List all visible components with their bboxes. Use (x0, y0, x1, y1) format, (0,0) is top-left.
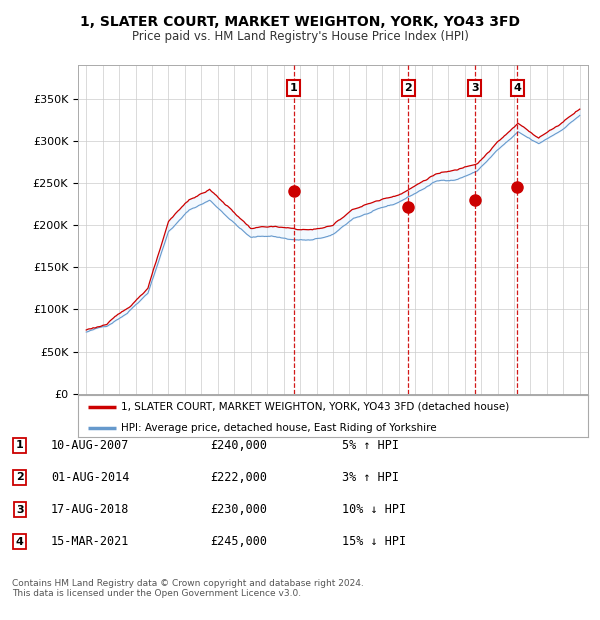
Text: 17-AUG-2018: 17-AUG-2018 (51, 503, 130, 516)
Text: Price paid vs. HM Land Registry's House Price Index (HPI): Price paid vs. HM Land Registry's House … (131, 30, 469, 43)
Text: 4: 4 (16, 537, 24, 547)
Text: 1: 1 (16, 440, 23, 450)
Text: 01-AUG-2014: 01-AUG-2014 (51, 471, 130, 484)
Text: 5% ↑ HPI: 5% ↑ HPI (342, 439, 399, 451)
Text: £245,000: £245,000 (210, 536, 267, 548)
Text: £240,000: £240,000 (210, 439, 267, 451)
Text: 2: 2 (404, 83, 412, 93)
Text: 15% ↓ HPI: 15% ↓ HPI (342, 536, 406, 548)
Text: 15-MAR-2021: 15-MAR-2021 (51, 536, 130, 548)
Text: 3% ↑ HPI: 3% ↑ HPI (342, 471, 399, 484)
Text: HPI: Average price, detached house, East Riding of Yorkshire: HPI: Average price, detached house, East… (121, 423, 437, 433)
Text: 2: 2 (16, 472, 23, 482)
Text: £230,000: £230,000 (210, 503, 267, 516)
Text: 1, SLATER COURT, MARKET WEIGHTON, YORK, YO43 3FD: 1, SLATER COURT, MARKET WEIGHTON, YORK, … (80, 16, 520, 30)
Text: 4: 4 (514, 83, 521, 93)
Text: 3: 3 (16, 505, 23, 515)
Text: 3: 3 (471, 83, 479, 93)
Text: 1, SLATER COURT, MARKET WEIGHTON, YORK, YO43 3FD (detached house): 1, SLATER COURT, MARKET WEIGHTON, YORK, … (121, 402, 509, 412)
Text: £222,000: £222,000 (210, 471, 267, 484)
Text: 10% ↓ HPI: 10% ↓ HPI (342, 503, 406, 516)
Text: Contains HM Land Registry data © Crown copyright and database right 2024.
This d: Contains HM Land Registry data © Crown c… (12, 579, 364, 598)
Text: 1: 1 (290, 83, 298, 93)
Text: 10-AUG-2007: 10-AUG-2007 (51, 439, 130, 451)
